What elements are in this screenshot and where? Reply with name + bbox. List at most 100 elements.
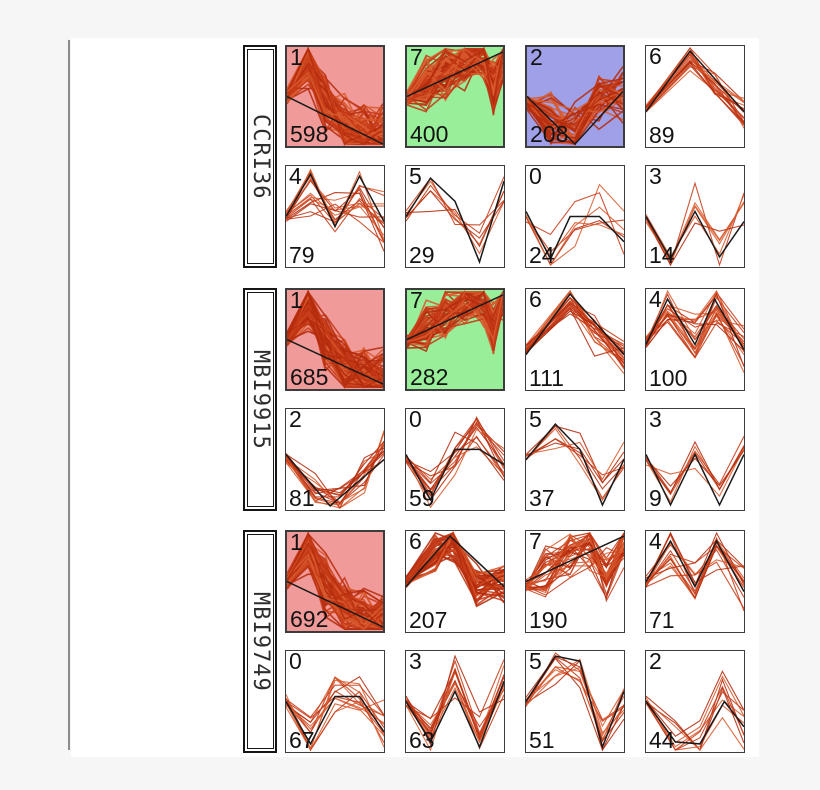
profile-plot bbox=[526, 531, 624, 632]
cluster-id-label: 0 bbox=[289, 650, 302, 674]
cluster-panel: 2 44 bbox=[645, 650, 745, 753]
cluster-count-label: 190 bbox=[529, 606, 568, 633]
profile-plot bbox=[646, 409, 744, 510]
cluster-count-label: 44 bbox=[649, 726, 675, 753]
cluster-panel: 4 79 bbox=[285, 165, 385, 268]
cluster-count-label: 63 bbox=[409, 726, 435, 753]
profile-plot bbox=[527, 47, 623, 146]
cluster-count-label: 24 bbox=[529, 241, 555, 268]
cluster-id-label: 1 bbox=[290, 45, 303, 70]
cluster-count-label: 71 bbox=[649, 606, 675, 633]
cluster-id-label: 1 bbox=[290, 530, 303, 555]
profile-plot bbox=[646, 531, 744, 632]
cluster-count-label: 692 bbox=[290, 605, 329, 632]
profile-plot bbox=[407, 47, 503, 146]
profile-plot bbox=[286, 409, 384, 510]
profile-plot bbox=[406, 651, 504, 752]
sample-group-MBI9915: MBI9915 1 685 7 282 6 111 4 100 2 81 0 59 5 37 3 9 bbox=[243, 288, 745, 511]
cluster-panel: 0 59 bbox=[405, 408, 505, 511]
cluster-id-label: 5 bbox=[529, 408, 542, 432]
profile-plot bbox=[406, 166, 504, 267]
cluster-id-label: 0 bbox=[409, 408, 422, 432]
sample-label-inner-border: MBI9915 bbox=[247, 292, 274, 507]
cluster-panel: 3 63 bbox=[405, 650, 505, 753]
profile-plot bbox=[287, 290, 383, 389]
cluster-count-label: 400 bbox=[410, 120, 449, 147]
profile-plot bbox=[526, 651, 624, 752]
cluster-panel: 4 100 bbox=[645, 288, 745, 391]
cluster-id-label: 4 bbox=[289, 165, 302, 189]
cluster-panel: 3 14 bbox=[645, 165, 745, 268]
cluster-id-label: 3 bbox=[409, 650, 422, 674]
sample-label-box: MBI9749 bbox=[243, 530, 277, 753]
cluster-id-label: 7 bbox=[529, 530, 542, 554]
sample-label-inner-border: MBI9749 bbox=[247, 534, 274, 749]
profile-plot bbox=[406, 409, 504, 510]
profile-plot bbox=[646, 166, 744, 267]
cluster-count-label: 208 bbox=[530, 120, 569, 147]
profile-plot bbox=[646, 289, 744, 390]
cluster-id-label: 6 bbox=[409, 530, 422, 554]
cluster-count-label: 59 bbox=[409, 484, 435, 511]
cluster-count-label: 81 bbox=[289, 484, 315, 511]
cluster-panel: 5 51 bbox=[525, 650, 625, 753]
cluster-count-label: 282 bbox=[410, 363, 449, 390]
cluster-count-label: 685 bbox=[290, 363, 329, 390]
cluster-count-label: 9 bbox=[649, 484, 662, 511]
profile-plot bbox=[286, 166, 384, 267]
cluster-panel: 5 29 bbox=[405, 165, 505, 268]
cluster-count-label: 51 bbox=[529, 726, 555, 753]
cluster-id-label: 6 bbox=[649, 45, 662, 69]
cluster-id-label: 4 bbox=[649, 530, 662, 554]
cluster-panel: 6 111 bbox=[525, 288, 625, 391]
profile-plot bbox=[407, 290, 503, 389]
cluster-panel: 4 71 bbox=[645, 530, 745, 633]
profile-plot bbox=[526, 289, 624, 390]
cluster-id-label: 6 bbox=[529, 288, 542, 312]
sample-group-CCRI36: CCRI36 1 598 7 400 2 208 6 89 4 79 5 29 0 24 3 14 bbox=[243, 45, 745, 268]
cluster-id-label: 5 bbox=[529, 650, 542, 674]
profile-plot bbox=[287, 532, 383, 631]
sample-label-box: CCRI36 bbox=[243, 45, 277, 268]
cluster-id-label: 7 bbox=[410, 288, 423, 313]
sample-label: CCRI36 bbox=[248, 113, 273, 200]
cluster-panel: 5 37 bbox=[525, 408, 625, 511]
cluster-count-label: 67 bbox=[289, 726, 315, 753]
profile-plot bbox=[526, 409, 624, 510]
cluster-count-label: 100 bbox=[649, 364, 688, 391]
vertical-rule bbox=[68, 40, 70, 750]
cluster-panel: 7 190 bbox=[525, 530, 625, 633]
profile-plot bbox=[287, 47, 383, 146]
sample-label: MBI9915 bbox=[248, 349, 273, 450]
cluster-id-label: 7 bbox=[410, 45, 423, 70]
cluster-panel: 1 685 bbox=[285, 288, 385, 391]
cluster-panel: 2 81 bbox=[285, 408, 385, 511]
figure-background bbox=[71, 38, 759, 757]
cluster-id-label: 3 bbox=[649, 408, 662, 432]
cluster-id-label: 0 bbox=[529, 165, 542, 189]
cluster-panel: 6 207 bbox=[405, 530, 505, 633]
cluster-panel: 6 89 bbox=[645, 45, 745, 148]
sample-label-box: MBI9915 bbox=[243, 288, 277, 511]
cluster-count-label: 37 bbox=[529, 484, 555, 511]
cluster-count-label: 598 bbox=[290, 120, 329, 147]
cluster-id-label: 5 bbox=[409, 165, 422, 189]
cluster-count-label: 14 bbox=[649, 241, 675, 268]
profile-plot bbox=[526, 166, 624, 267]
cluster-count-label: 111 bbox=[529, 364, 564, 391]
sample-label: MBI9749 bbox=[248, 591, 273, 692]
profile-plot bbox=[406, 531, 504, 632]
profile-plot bbox=[286, 651, 384, 752]
cluster-id-label: 3 bbox=[649, 165, 662, 189]
cluster-panel: 0 67 bbox=[285, 650, 385, 753]
sample-group-MBI9749: MBI9749 1 692 6 207 7 190 4 71 0 67 3 63 5 51 2 44 bbox=[243, 530, 745, 753]
cluster-count-label: 29 bbox=[409, 241, 435, 268]
cluster-panel: 2 208 bbox=[525, 45, 625, 148]
cluster-panel: 7 400 bbox=[405, 45, 505, 148]
cluster-id-label: 2 bbox=[530, 45, 543, 70]
cluster-id-label: 1 bbox=[290, 288, 303, 313]
cluster-panel: 7 282 bbox=[405, 288, 505, 391]
cluster-id-label: 2 bbox=[289, 408, 302, 432]
